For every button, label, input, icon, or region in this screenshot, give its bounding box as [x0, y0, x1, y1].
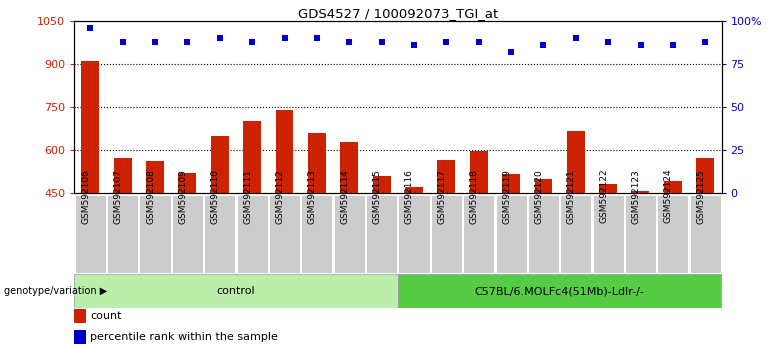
FancyBboxPatch shape	[107, 195, 138, 273]
FancyBboxPatch shape	[334, 195, 365, 273]
Text: GSM592110: GSM592110	[211, 169, 220, 224]
Point	[310, 35, 323, 41]
Bar	[405, 187, 423, 193]
FancyBboxPatch shape	[236, 195, 268, 273]
Bar	[81, 61, 99, 193]
Text: GSM592117: GSM592117	[438, 169, 446, 224]
Bar	[567, 131, 585, 193]
FancyBboxPatch shape	[75, 195, 106, 273]
Bar	[438, 160, 456, 193]
Point	[699, 39, 711, 45]
Point	[246, 39, 258, 45]
Point	[569, 35, 582, 41]
Text: percentile rank within the sample: percentile rank within the sample	[90, 332, 278, 342]
FancyBboxPatch shape	[658, 195, 689, 273]
Bar	[74, 309, 86, 323]
FancyBboxPatch shape	[431, 195, 462, 273]
Text: GSM592111: GSM592111	[243, 169, 252, 224]
Text: C57BL/6.MOLFc4(51Mb)-Ldlr-/-: C57BL/6.MOLFc4(51Mb)-Ldlr-/-	[475, 286, 644, 296]
FancyBboxPatch shape	[560, 195, 591, 273]
FancyBboxPatch shape	[399, 195, 430, 273]
Point	[473, 39, 485, 45]
Text: GSM592116: GSM592116	[405, 169, 414, 224]
Text: GSM592114: GSM592114	[340, 169, 349, 224]
Point	[408, 42, 420, 48]
Text: GSM592106: GSM592106	[81, 169, 90, 224]
FancyBboxPatch shape	[463, 195, 495, 273]
Bar	[697, 158, 714, 193]
Point	[84, 25, 97, 31]
Text: GSM592121: GSM592121	[567, 169, 576, 224]
Point	[537, 42, 550, 48]
Text: GSM592120: GSM592120	[534, 169, 544, 224]
Point	[375, 39, 388, 45]
Text: GSM592115: GSM592115	[373, 169, 381, 224]
Text: control: control	[217, 286, 255, 296]
Point	[181, 39, 193, 45]
Text: GSM592118: GSM592118	[470, 169, 479, 224]
Text: GSM592119: GSM592119	[502, 169, 511, 224]
Text: genotype/variation ▶: genotype/variation ▶	[4, 286, 107, 296]
Bar	[308, 133, 326, 193]
Point	[440, 39, 452, 45]
Point	[214, 35, 226, 41]
Bar	[599, 184, 617, 193]
FancyBboxPatch shape	[74, 274, 398, 308]
Point	[667, 42, 679, 48]
FancyBboxPatch shape	[366, 195, 397, 273]
FancyBboxPatch shape	[398, 274, 722, 308]
FancyBboxPatch shape	[625, 195, 656, 273]
Point	[278, 35, 291, 41]
FancyBboxPatch shape	[172, 195, 203, 273]
Text: GSM592113: GSM592113	[308, 169, 317, 224]
Bar	[373, 176, 391, 193]
Point	[149, 39, 161, 45]
FancyBboxPatch shape	[269, 195, 300, 273]
Bar	[146, 161, 164, 193]
Bar	[534, 179, 552, 193]
Text: count: count	[90, 311, 122, 321]
FancyBboxPatch shape	[495, 195, 526, 273]
FancyBboxPatch shape	[528, 195, 559, 273]
Text: GSM592112: GSM592112	[275, 169, 285, 224]
Bar	[340, 142, 358, 193]
Bar	[632, 192, 650, 193]
FancyBboxPatch shape	[690, 195, 721, 273]
Bar	[664, 182, 682, 193]
Text: GSM592122: GSM592122	[599, 169, 608, 223]
Bar	[275, 110, 293, 193]
Point	[116, 39, 129, 45]
Bar	[470, 150, 488, 193]
Point	[505, 49, 517, 55]
Text: GSM592124: GSM592124	[664, 169, 673, 223]
Text: GSM592123: GSM592123	[632, 169, 640, 224]
Bar	[502, 174, 520, 193]
Text: GSM592107: GSM592107	[114, 169, 122, 224]
Bar	[179, 173, 197, 193]
Bar	[74, 330, 86, 343]
Title: GDS4527 / 100092073_TGI_at: GDS4527 / 100092073_TGI_at	[298, 7, 498, 20]
Text: GSM592108: GSM592108	[146, 169, 155, 224]
FancyBboxPatch shape	[593, 195, 624, 273]
FancyBboxPatch shape	[301, 195, 332, 273]
Bar	[114, 158, 132, 193]
Point	[602, 39, 615, 45]
Point	[343, 39, 356, 45]
Point	[634, 42, 647, 48]
FancyBboxPatch shape	[140, 195, 171, 273]
Text: GSM592125: GSM592125	[697, 169, 705, 224]
Bar	[243, 121, 261, 193]
Bar	[211, 136, 229, 193]
Text: GSM592109: GSM592109	[179, 169, 187, 224]
FancyBboxPatch shape	[204, 195, 236, 273]
